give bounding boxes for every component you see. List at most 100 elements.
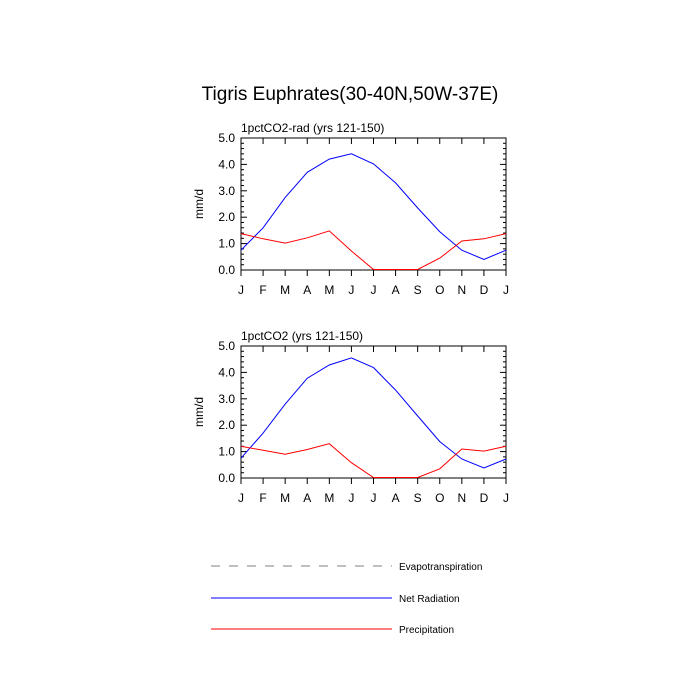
y-tick-label: 5.0 [218,339,235,353]
x-tick-label: A [392,283,400,297]
y-tick-label: 5.0 [218,131,235,145]
data-point-net-radiation [439,231,440,232]
data-point-net-radiation [351,153,352,154]
data-point-net-radiation [395,389,396,390]
x-tick-label: M [280,491,290,505]
y-tick-label: 1.0 [218,445,235,459]
x-tick-label: F [259,491,266,505]
x-tick-label: D [480,491,489,505]
data-point-precipitation [240,233,241,234]
data-point-net-radiation [461,458,462,459]
data-point-precipitation [329,443,330,444]
x-tick-label: J [371,491,377,505]
y-tick-label: 4.0 [218,157,235,171]
y-tick-label: 1.0 [218,237,235,251]
y-axis-label: mm/d [192,189,206,219]
data-point-net-radiation [307,378,308,379]
data-point-net-radiation [483,259,484,260]
data-point-net-radiation [417,207,418,208]
y-tick-label: 2.0 [218,418,235,432]
y-tick-label: 0.0 [218,263,235,277]
data-point-precipitation [307,237,308,238]
data-point-net-radiation [329,159,330,160]
data-point-net-radiation [483,467,484,468]
data-point-precipitation [395,269,396,270]
data-point-precipitation [505,233,506,234]
x-tick-label: A [303,491,311,505]
series-line-net-radiation [240,357,507,469]
x-tick-label: D [480,283,489,297]
legend: Evapotranspiration Net Radiation Precipita… [211,562,482,636]
x-tick-label: S [414,283,422,297]
x-tick-label: J [503,283,509,297]
data-point-net-radiation [240,250,241,251]
y-tick-label: 3.0 [218,184,235,198]
legend-label-precipitation: Precipitation [399,625,454,636]
data-point-net-radiation [417,415,418,416]
x-tick-label: S [414,491,422,505]
y-axis-label: mm/d [192,397,206,427]
data-point-precipitation [417,477,418,478]
chart-panel-1: 1pctCO2-rad (yrs 121-150) mm/d 0.0 1.0 2.0 3.… [192,121,509,297]
data-point-precipitation [417,269,418,270]
panel-title: 1pctCO2-rad (yrs 121-150) [241,121,384,135]
x-tick-label: A [392,491,400,505]
data-point-precipitation [307,449,308,450]
y-tick-label: 3.0 [218,392,235,406]
data-point-net-radiation [240,458,241,459]
data-point-net-radiation [373,367,374,368]
data-point-net-radiation [373,163,374,164]
y-tick-label: 4.0 [218,365,235,379]
data-point-net-radiation [262,433,263,434]
data-point-precipitation [373,477,374,478]
data-point-precipitation [373,269,374,270]
data-point-precipitation [329,230,330,231]
panel-title: 1pctCO2 (yrs 121-150) [241,329,363,343]
x-tick-label: J [503,491,509,505]
data-point-precipitation [461,448,462,449]
data-point-net-radiation [307,172,308,173]
x-tick-label: N [457,491,466,505]
data-point-precipitation [285,242,286,243]
data-point-net-radiation [285,197,286,198]
data-point-precipitation [240,446,241,447]
data-point-net-radiation [395,182,396,183]
x-tick-label: M [280,283,290,297]
data-point-net-radiation [461,250,462,251]
series-line-precipitation [240,443,507,478]
x-tick-label: A [303,283,311,297]
x-tick-label: F [259,283,266,297]
x-tick-label: J [348,491,354,505]
data-point-precipitation [351,462,352,463]
data-point-precipitation [483,238,484,239]
data-point-net-radiation [285,403,286,404]
legend-label-evapotranspiration: Evapotranspiration [399,562,482,573]
data-point-precipitation [285,454,286,455]
x-tick-label: J [238,491,244,505]
plot-frame [240,345,507,479]
data-point-precipitation [262,450,263,451]
data-point-precipitation [505,446,506,447]
chart-title: Tigris Euphrates(30-40N,50W-37E) [201,84,499,105]
data-point-net-radiation [439,441,440,442]
series-line-precipitation [240,230,507,270]
data-point-precipitation [395,477,396,478]
x-tick-label: O [435,283,444,297]
y-tick-label: 2.0 [218,210,235,224]
x-tick-label: M [324,491,334,505]
series-line-net-radiation [240,153,507,260]
data-point-net-radiation [505,250,506,251]
data-point-precipitation [439,468,440,469]
x-tick-label: O [435,491,444,505]
x-tick-label: J [348,283,354,297]
data-point-net-radiation [262,227,263,228]
data-point-precipitation [461,240,462,241]
x-tick-label: J [371,283,377,297]
data-point-net-radiation [329,364,330,365]
data-point-precipitation [351,250,352,251]
data-point-precipitation [439,258,440,259]
data-point-net-radiation [351,357,352,358]
x-tick-label: J [238,283,244,297]
chart-panel-2: 1pctCO2 (yrs 121-150) mm/d 0.0 1.0 2.0 3.0 4.0… [192,329,509,505]
